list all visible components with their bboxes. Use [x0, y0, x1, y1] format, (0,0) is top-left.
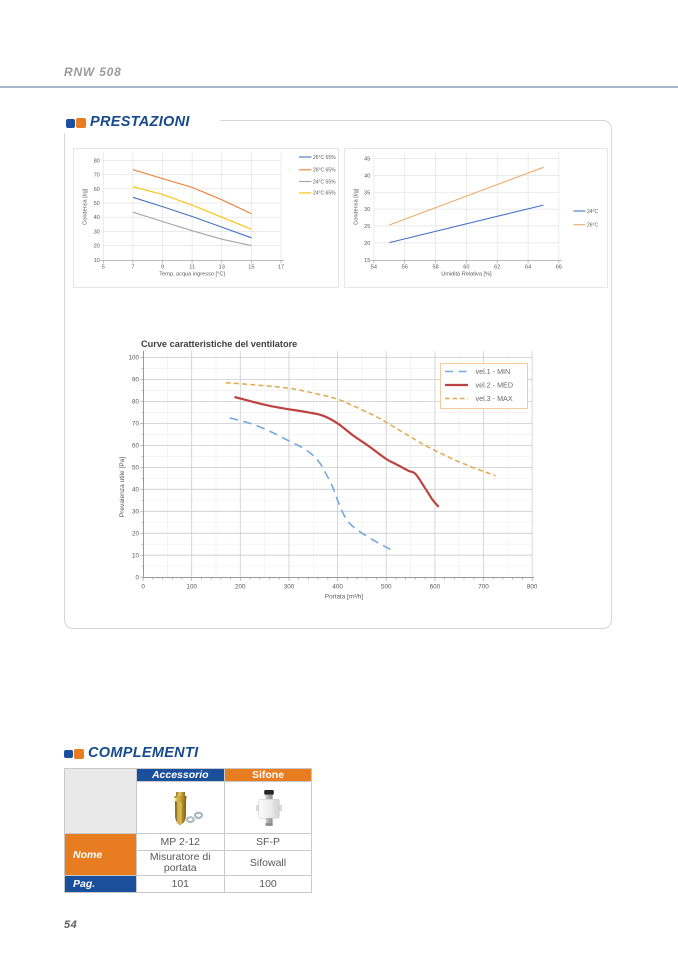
svg-text:80: 80: [94, 158, 100, 164]
svg-text:66: 66: [556, 265, 562, 271]
svg-text:90: 90: [132, 377, 140, 384]
svg-text:Curve caratteristiche del vent: Curve caratteristiche del ventilatore: [141, 339, 297, 349]
svg-text:80: 80: [132, 399, 140, 406]
svg-text:600: 600: [430, 584, 441, 591]
svg-text:60: 60: [132, 443, 140, 450]
svg-text:5: 5: [102, 265, 105, 271]
svg-text:30: 30: [364, 207, 370, 213]
svg-text:15: 15: [248, 265, 254, 271]
svg-text:24°C: 24°C: [587, 209, 599, 215]
svg-text:300: 300: [284, 584, 295, 591]
svg-text:Temp. acqua ingresso [°C]: Temp. acqua ingresso [°C]: [159, 272, 225, 278]
svg-text:Condensa [l/g]: Condensa [l/g]: [83, 188, 89, 225]
svg-text:200: 200: [235, 584, 246, 591]
svg-text:64: 64: [525, 265, 531, 271]
svg-text:60: 60: [463, 265, 469, 271]
svg-text:10: 10: [132, 552, 140, 559]
svg-text:10: 10: [94, 258, 100, 264]
svg-text:vel.2 - MED: vel.2 - MED: [476, 381, 514, 390]
svg-text:0: 0: [141, 584, 145, 591]
svg-text:400: 400: [332, 584, 343, 591]
svg-text:Prevalenza utile [Pa]: Prevalenza utile [Pa]: [119, 457, 126, 518]
svg-text:24°C 55%: 24°C 55%: [313, 179, 336, 185]
svg-text:40: 40: [364, 173, 370, 179]
svg-text:58: 58: [432, 265, 438, 271]
svg-text:30: 30: [132, 509, 140, 516]
svg-text:24°C 65%: 24°C 65%: [313, 191, 336, 197]
svg-text:45: 45: [364, 157, 370, 163]
svg-text:vel.3 - MAX: vel.3 - MAX: [476, 394, 513, 403]
svg-text:Umidità Relativa [%]: Umidità Relativa [%]: [441, 272, 492, 278]
svg-text:500: 500: [381, 584, 392, 591]
svg-text:0: 0: [135, 574, 139, 581]
svg-text:50: 50: [132, 465, 140, 472]
svg-text:Condensa [l/g]: Condensa [l/g]: [353, 188, 359, 225]
svg-text:20: 20: [132, 531, 140, 538]
svg-text:20: 20: [364, 241, 370, 247]
svg-text:Portata [m³/h]: Portata [m³/h]: [325, 594, 363, 601]
svg-text:26°C: 26°C: [587, 223, 599, 229]
svg-text:60: 60: [94, 187, 100, 193]
svg-text:26°C 55%: 26°C 55%: [313, 155, 336, 161]
svg-text:35: 35: [364, 190, 370, 196]
svg-text:9: 9: [161, 265, 164, 271]
svg-text:100: 100: [128, 355, 139, 362]
svg-text:700: 700: [478, 584, 489, 591]
svg-text:54: 54: [371, 265, 377, 271]
svg-text:62: 62: [494, 265, 500, 271]
svg-text:7: 7: [131, 265, 134, 271]
svg-text:50: 50: [94, 201, 100, 207]
svg-text:11: 11: [189, 265, 195, 271]
svg-text:17: 17: [278, 265, 284, 271]
svg-text:25: 25: [364, 224, 370, 230]
svg-text:13: 13: [219, 265, 225, 271]
svg-text:56: 56: [402, 265, 408, 271]
svg-text:vel.1 - MIN: vel.1 - MIN: [476, 367, 511, 376]
svg-text:20: 20: [94, 244, 100, 250]
svg-text:70: 70: [94, 173, 100, 179]
svg-text:30: 30: [94, 229, 100, 235]
svg-text:40: 40: [132, 487, 140, 494]
svg-text:15: 15: [364, 258, 370, 264]
svg-text:800: 800: [527, 584, 538, 591]
svg-text:40: 40: [94, 215, 100, 221]
svg-text:26°C 65%: 26°C 65%: [313, 168, 336, 174]
svg-text:100: 100: [186, 584, 197, 591]
svg-text:70: 70: [132, 421, 140, 428]
